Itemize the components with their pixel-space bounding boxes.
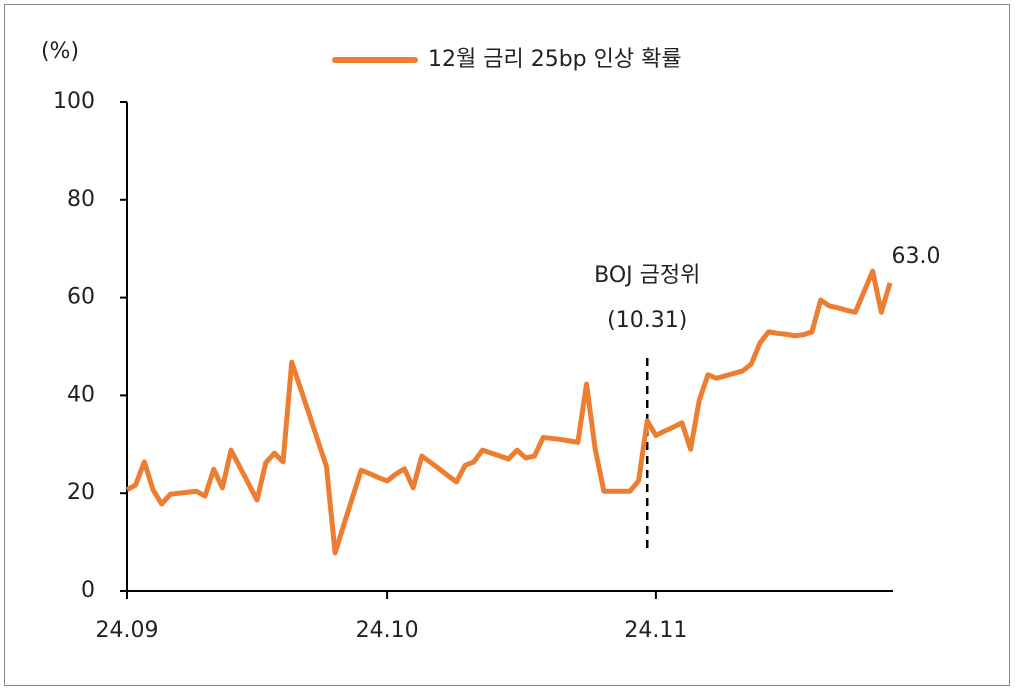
frame [4, 4, 1010, 686]
series-line [125, 268, 893, 556]
y-tick-label: 0 [81, 578, 95, 603]
y-axis-label: (%) [41, 39, 79, 64]
x-tick-label: 24.11 [624, 618, 687, 643]
y-tick-label: 60 [67, 285, 95, 310]
y-tick-label: 80 [67, 187, 95, 212]
annotation-text: BOJ 금정위 [594, 263, 700, 288]
y-tick-label: 40 [67, 382, 95, 407]
x-tick-label: 24.09 [96, 618, 159, 643]
annotation-text: (10.31) [607, 308, 687, 333]
data-label: 63.0 [892, 244, 941, 269]
x-tick-label: 24.10 [356, 618, 419, 643]
y-tick-label: 20 [67, 480, 95, 505]
legend-label: 12월 금리 25bp 인상 확률 [428, 47, 682, 72]
y-tick-label: 100 [53, 89, 95, 114]
